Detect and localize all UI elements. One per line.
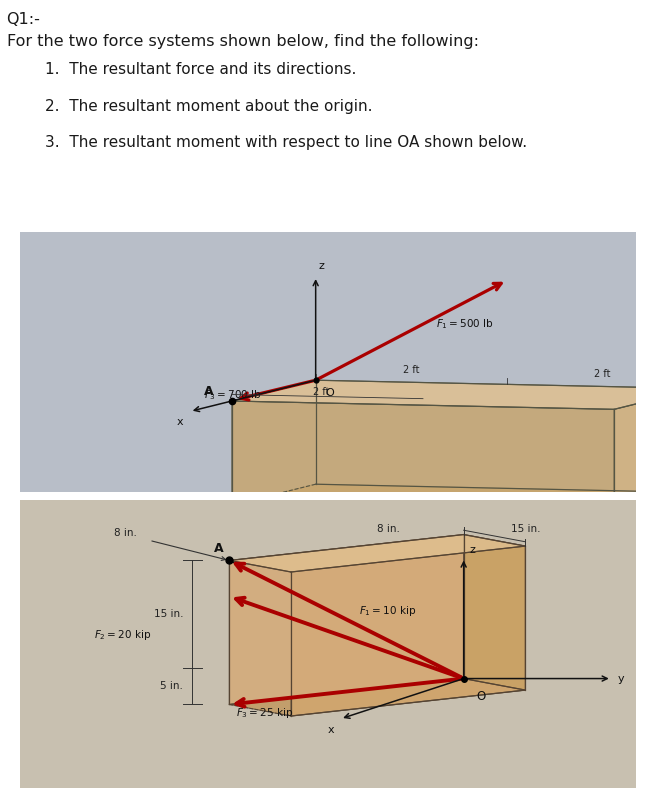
Text: A: A <box>203 386 213 398</box>
Text: 5 in.: 5 in. <box>160 682 183 691</box>
Text: $F_2 = 20\ \mathrm{kip}$: $F_2 = 20\ \mathrm{kip}$ <box>94 627 151 642</box>
Text: $F_2=800\ \mathrm{lb}$: $F_2=800\ \mathrm{lb}$ <box>519 507 577 521</box>
Text: O: O <box>325 388 334 398</box>
Text: For the two force systems shown below, find the following:: For the two force systems shown below, f… <box>7 34 479 49</box>
Text: 15 in.: 15 in. <box>510 524 540 534</box>
FancyBboxPatch shape <box>20 232 636 492</box>
Polygon shape <box>230 678 525 716</box>
Text: $F_1=500\ \mathrm{lb}$: $F_1=500\ \mathrm{lb}$ <box>436 318 494 331</box>
Text: $F_1 = 10\ \mathrm{kip}$: $F_1 = 10\ \mathrm{kip}$ <box>359 604 416 618</box>
Text: y: y <box>618 674 625 683</box>
Text: 2 ft: 2 ft <box>594 370 611 379</box>
Text: Q1:-: Q1:- <box>7 12 41 27</box>
Text: 2 ft: 2 ft <box>403 365 419 375</box>
Text: z: z <box>470 545 476 554</box>
Text: 8 in.: 8 in. <box>114 528 137 538</box>
Text: 15 in.: 15 in. <box>154 610 183 619</box>
Polygon shape <box>230 534 525 572</box>
Text: O: O <box>476 690 485 703</box>
Polygon shape <box>464 534 525 690</box>
Polygon shape <box>614 389 656 514</box>
Text: 3.  The resultant moment with respect to line OA shown below.: 3. The resultant moment with respect to … <box>45 135 527 150</box>
Polygon shape <box>232 401 614 514</box>
Text: $F_3 = 25\ \mathrm{kip}$: $F_3 = 25\ \mathrm{kip}$ <box>236 706 293 720</box>
Text: z: z <box>319 261 325 271</box>
Text: x: x <box>177 417 184 426</box>
FancyBboxPatch shape <box>20 500 636 788</box>
Text: 2.  The resultant moment about the origin.: 2. The resultant moment about the origin… <box>45 98 373 114</box>
Text: 1.  The resultant force and its directions.: 1. The resultant force and its direction… <box>45 62 356 77</box>
Text: A: A <box>214 542 223 554</box>
Polygon shape <box>291 546 525 716</box>
Text: 2 ft: 2 ft <box>313 387 329 398</box>
Polygon shape <box>230 534 464 705</box>
Text: 8 in.: 8 in. <box>377 524 400 534</box>
Polygon shape <box>232 484 656 514</box>
Text: $F_3=700\ \mathrm{lb}$: $F_3=700\ \mathrm{lb}$ <box>203 388 261 402</box>
Polygon shape <box>232 380 656 410</box>
Text: x: x <box>327 725 334 734</box>
